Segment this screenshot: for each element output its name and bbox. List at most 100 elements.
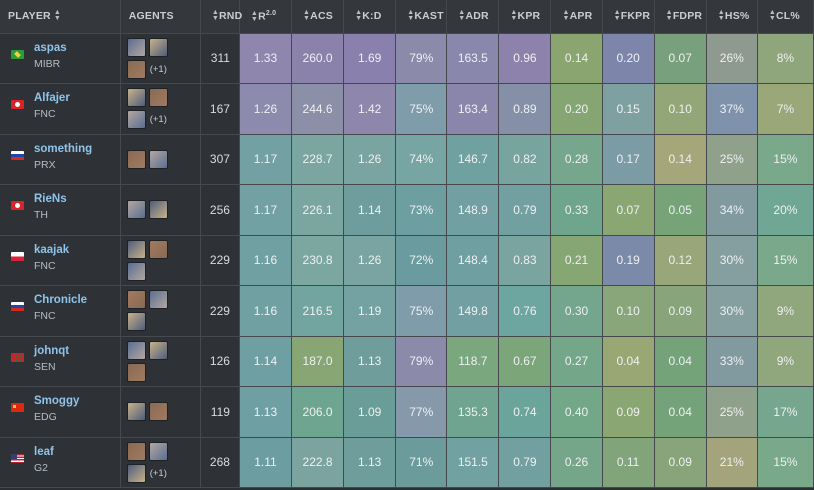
agent-portrait-icon — [148, 290, 168, 310]
stat-kd-cell: 1.26 — [343, 235, 397, 286]
header-adr[interactable]: ▲ ▼ADR — [446, 0, 500, 34]
header-acs[interactable]: ▲ ▼ACS — [291, 0, 345, 34]
header-fdpr[interactable]: ▲ ▼FDPR — [654, 0, 707, 34]
stat-kpr-cell: 0.89 — [498, 83, 552, 135]
header-kast[interactable]: ▲ ▼KAST — [395, 0, 448, 34]
stat-fdpr-cell: 0.07 — [654, 33, 707, 84]
stat-kast-cell: 71% — [395, 437, 448, 488]
table-header-row: PLAYER ▲ ▼ AGENTS ▲ ▼RND ▲ ▼R2.0 ▲ ▼ACS ▲ ▼K:D… — [0, 0, 814, 34]
stat-cl-cell: 17% — [757, 386, 814, 438]
player-cell[interactable]: RieNs TH — [0, 184, 121, 236]
player-cell[interactable]: Smoggy EDG — [0, 386, 121, 438]
stat-hs-cell: 26% — [706, 33, 758, 84]
player-name[interactable]: Chronicle — [34, 294, 88, 306]
stat-hs-cell: 33% — [706, 336, 758, 387]
sort-arrows-icon: ▲ ▼ — [53, 9, 61, 23]
agent-portrait-icon — [126, 441, 146, 461]
stat-kd-cell: 1.19 — [343, 285, 397, 337]
rounds-cell: 126 — [200, 336, 240, 387]
sort-arrows-icon: ▲ ▼ — [562, 9, 570, 23]
rounds-cell: 311 — [200, 33, 240, 84]
rounds-cell: 307 — [200, 134, 240, 185]
stat-kpr-cell: 0.79 — [498, 184, 552, 236]
player-cell[interactable]: something PRX — [0, 134, 121, 185]
agent-portrait-icon — [126, 110, 146, 130]
stat-fkpr-cell: 0.20 — [602, 33, 655, 84]
header-rnd[interactable]: ▲ ▼RND — [200, 0, 242, 34]
player-name[interactable]: Alfajer — [34, 92, 70, 104]
stat-fdpr-cell: 0.04 — [654, 336, 707, 387]
morocco-flag-icon — [11, 352, 24, 362]
player-cell[interactable]: Alfajer FNC — [0, 83, 121, 135]
stat-kd-cell: 1.26 — [343, 134, 397, 185]
stat-hs-cell: 21% — [706, 437, 758, 488]
player-name[interactable]: kaajak — [34, 243, 70, 256]
turkey-flag-icon — [11, 201, 24, 210]
player-name[interactable]: aspas — [34, 41, 67, 54]
stat-cl-cell: 15% — [757, 134, 814, 185]
stat-fdpr-cell: 0.10 — [654, 83, 707, 135]
stat-kast-cell: 79% — [395, 336, 448, 387]
agents-cell: (+1) — [120, 83, 201, 135]
stat-r-cell: 1.17 — [239, 184, 293, 236]
stat-kpr-cell: 0.83 — [498, 235, 552, 286]
rounds-cell: 229 — [200, 235, 240, 286]
header-rating[interactable]: ▲ ▼R2.0 — [239, 0, 293, 34]
player-name[interactable]: Smoggy — [34, 395, 80, 407]
turkey-flag-icon — [11, 100, 24, 109]
stat-kast-cell: 75% — [395, 83, 448, 135]
player-cell[interactable]: kaajak FNC — [0, 235, 121, 286]
stat-acs-cell: 230.8 — [291, 235, 345, 286]
agent-portrait-icon — [126, 402, 146, 422]
agent-portrait-icon — [126, 463, 146, 483]
player-name[interactable]: something — [34, 142, 93, 155]
stat-apr-cell: 0.28 — [550, 134, 603, 185]
player-name[interactable]: leaf — [34, 445, 54, 458]
agent-portrait-icon — [126, 149, 146, 169]
stat-kast-cell: 72% — [395, 235, 448, 286]
stat-kpr-cell: 0.76 — [498, 285, 552, 337]
player-cell[interactable]: aspas MIBR — [0, 33, 121, 84]
russia-flag-icon — [11, 302, 24, 311]
stat-fkpr-cell: 0.15 — [602, 83, 655, 135]
header-kd[interactable]: ▲ ▼K:D — [343, 0, 397, 34]
table-row: Chronicle FNC 229 1.16 216.5 1.19 75% 149.8 0.76… — [0, 285, 814, 337]
stat-kd-cell: 1.13 — [343, 437, 397, 488]
stat-kpr-cell: 0.82 — [498, 134, 552, 185]
rounds-cell: 256 — [200, 184, 240, 236]
agent-portrait-icon — [148, 88, 168, 108]
stat-fdpr-cell: 0.09 — [654, 285, 707, 337]
agents-cell: (+1) — [120, 437, 201, 488]
stat-kast-cell: 79% — [395, 33, 448, 84]
sort-arrows-icon: ▲ ▼ — [303, 9, 311, 23]
header-fkpr[interactable]: ▲ ▼FKPR — [602, 0, 655, 34]
stat-kd-cell: 1.42 — [343, 83, 397, 135]
player-cell[interactable]: johnqt SEN — [0, 336, 121, 387]
agents-cell — [120, 386, 201, 438]
header-hs[interactable]: ▲ ▼HS% — [706, 0, 758, 34]
poland-flag-icon — [11, 251, 24, 261]
stat-fdpr-cell: 0.12 — [654, 235, 707, 286]
sort-arrows-icon: ▲ ▼ — [355, 9, 363, 23]
header-player[interactable]: PLAYER ▲ ▼ — [0, 0, 121, 34]
stat-fkpr-cell: 0.04 — [602, 336, 655, 387]
sort-arrows-icon: ▲ ▼ — [768, 9, 776, 23]
stat-acs-cell: 260.0 — [291, 33, 345, 84]
agent-portrait-icon — [126, 59, 146, 79]
stat-apr-cell: 0.14 — [550, 33, 603, 84]
header-apr[interactable]: ▲ ▼APR — [550, 0, 603, 34]
stat-fdpr-cell: 0.05 — [654, 184, 707, 236]
player-name[interactable]: johnqt — [34, 344, 70, 357]
stat-fkpr-cell: 0.11 — [602, 437, 655, 488]
stat-kast-cell: 74% — [395, 134, 448, 185]
stat-cl-cell: 20% — [757, 184, 814, 236]
header-agents: AGENTS — [120, 0, 201, 34]
player-cell[interactable]: leaf G2 — [0, 437, 121, 488]
header-cl[interactable]: ▲ ▼CL% — [757, 0, 814, 34]
header-kpr[interactable]: ▲ ▼KPR — [498, 0, 552, 34]
player-cell[interactable]: Chronicle FNC — [0, 285, 121, 337]
stat-r-cell: 1.33 — [239, 33, 293, 84]
stat-r-cell: 1.17 — [239, 134, 293, 185]
player-name[interactable]: RieNs — [34, 193, 67, 205]
